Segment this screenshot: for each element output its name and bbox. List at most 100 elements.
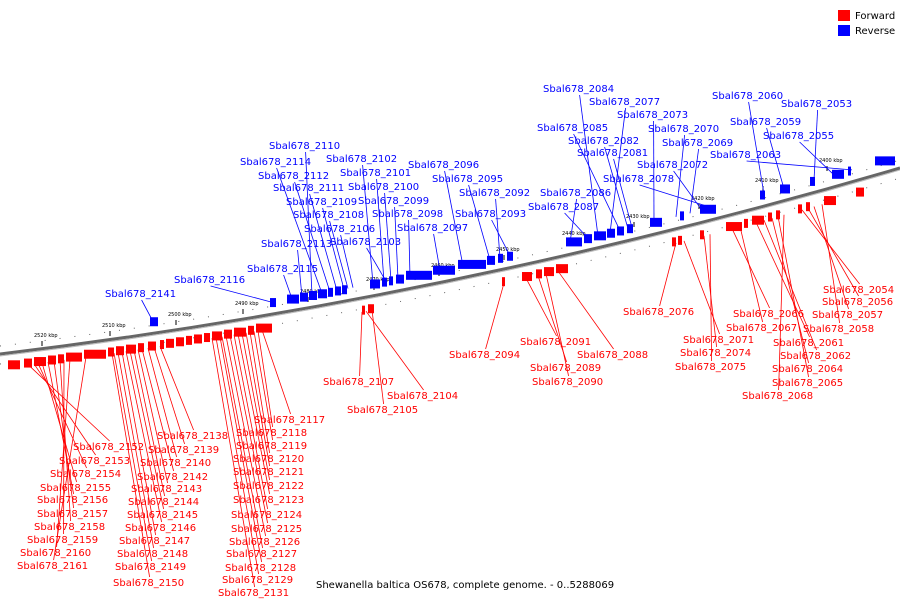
gene-block[interactable] — [256, 324, 272, 333]
gene-label[interactable]: Sbal678_2127 — [226, 549, 297, 560]
gene-label[interactable]: Sbal678_2053 — [781, 99, 852, 110]
gene-block[interactable] — [556, 264, 568, 273]
gene-label[interactable]: Sbal678_2066 — [733, 309, 804, 320]
gene-label[interactable]: Sbal678_2094 — [449, 350, 520, 361]
gene-label[interactable]: Sbal678_2113 — [261, 239, 332, 250]
gene-block[interactable] — [607, 229, 615, 238]
gene-label[interactable]: Sbal678_2112 — [258, 171, 329, 182]
gene-label[interactable]: Sbal678_2107 — [323, 377, 394, 388]
gene-block[interactable] — [536, 269, 542, 278]
gene-label[interactable]: Sbal678_2061 — [773, 338, 844, 349]
gene-label[interactable]: Sbal678_2147 — [119, 536, 190, 547]
gene-label[interactable]: Sbal678_2139 — [148, 445, 219, 456]
gene-label[interactable]: Sbal678_2065 — [772, 378, 843, 389]
gene-label[interactable]: Sbal678_2064 — [772, 364, 843, 375]
gene-label[interactable]: Sbal678_2060 — [712, 91, 783, 102]
gene-label[interactable]: Sbal678_2148 — [117, 549, 188, 560]
gene-block[interactable] — [396, 275, 404, 284]
gene-label[interactable]: Sbal678_2067 — [726, 323, 797, 334]
gene-block[interactable] — [584, 234, 592, 243]
gene-label[interactable]: Sbal678_2078 — [603, 174, 674, 185]
gene-block[interactable] — [832, 170, 844, 179]
gene-label[interactable]: Sbal678_2062 — [780, 351, 851, 362]
gene-block[interactable] — [58, 354, 64, 363]
gene-block[interactable] — [138, 343, 144, 352]
gene-label[interactable]: Sbal678_2073 — [617, 110, 688, 121]
gene-label[interactable]: Sbal678_2070 — [648, 124, 719, 135]
gene-block[interactable] — [752, 216, 764, 225]
gene-block[interactable] — [627, 224, 633, 233]
gene-label[interactable]: Sbal678_2082 — [568, 136, 639, 147]
gene-label[interactable]: Sbal678_2056 — [822, 297, 893, 308]
gene-block[interactable] — [406, 271, 432, 280]
gene-block[interactable] — [700, 230, 704, 239]
gene-label[interactable]: Sbal678_2157 — [37, 509, 108, 520]
gene-label[interactable]: Sbal678_2092 — [459, 188, 530, 199]
gene-label[interactable]: Sbal678_2108 — [293, 210, 364, 221]
gene-block[interactable] — [760, 191, 765, 200]
gene-block[interactable] — [776, 210, 780, 219]
gene-label[interactable]: Sbal678_2118 — [236, 428, 307, 439]
gene-label[interactable]: Sbal678_2124 — [231, 510, 302, 521]
gene-label[interactable]: Sbal678_2123 — [233, 495, 304, 506]
gene-label[interactable]: Sbal678_2138 — [157, 431, 228, 442]
gene-label[interactable]: Sbal678_2089 — [530, 363, 601, 374]
gene-label[interactable]: Sbal678_2160 — [20, 548, 91, 559]
gene-block[interactable] — [194, 334, 202, 343]
gene-label[interactable]: Sbal678_2125 — [231, 524, 302, 535]
gene-block[interactable] — [335, 286, 341, 295]
gene-label[interactable]: Sbal678_2091 — [520, 337, 591, 348]
gene-label[interactable]: Sbal678_2122 — [233, 481, 304, 492]
gene-block[interactable] — [160, 340, 164, 349]
gene-block[interactable] — [700, 205, 716, 214]
gene-label[interactable]: Sbal678_2074 — [680, 348, 751, 359]
gene-block[interactable] — [34, 357, 46, 366]
gene-block[interactable] — [342, 285, 347, 294]
gene-block[interactable] — [875, 156, 895, 165]
gene-label[interactable]: Sbal678_2111 — [273, 183, 344, 194]
gene-block[interactable] — [48, 355, 56, 364]
gene-label[interactable]: Sbal678_2143 — [131, 484, 202, 495]
gene-label[interactable]: Sbal678_2054 — [823, 285, 894, 296]
gene-label[interactable]: Sbal678_2126 — [229, 537, 300, 548]
gene-block[interactable] — [507, 252, 513, 261]
gene-block[interactable] — [522, 272, 532, 281]
gene-label[interactable]: Sbal678_2146 — [125, 523, 196, 534]
gene-label[interactable]: Sbal678_2106 — [304, 224, 375, 235]
gene-label[interactable]: Sbal678_2077 — [589, 97, 660, 108]
gene-label[interactable]: Sbal678_2096 — [408, 160, 479, 171]
gene-block[interactable] — [433, 266, 455, 275]
gene-label[interactable]: Sbal678_2144 — [128, 497, 199, 508]
gene-label[interactable]: Sbal678_2161 — [17, 561, 88, 572]
gene-label[interactable]: Sbal678_2103 — [330, 237, 401, 248]
gene-label[interactable]: Sbal678_2058 — [803, 324, 874, 335]
gene-block[interactable] — [780, 184, 790, 193]
gene-block[interactable] — [287, 295, 299, 304]
gene-label[interactable]: Sbal678_2098 — [372, 209, 443, 220]
gene-label[interactable]: Sbal678_2115 — [247, 264, 318, 275]
gene-block[interactable] — [176, 337, 184, 346]
gene-label[interactable]: Sbal678_2059 — [730, 117, 801, 128]
gene-block[interactable] — [617, 226, 624, 235]
gene-block[interactable] — [370, 279, 380, 288]
gene-block[interactable] — [309, 291, 317, 300]
gene-label[interactable]: Sbal678_2158 — [34, 522, 105, 533]
gene-label[interactable]: Sbal678_2097 — [397, 223, 468, 234]
gene-block[interactable] — [544, 267, 554, 276]
gene-label[interactable]: Sbal678_2093 — [455, 209, 526, 220]
gene-label[interactable]: Sbal678_2088 — [577, 350, 648, 361]
gene-block[interactable] — [806, 202, 810, 211]
gene-label[interactable]: Sbal678_2154 — [50, 469, 121, 480]
gene-block[interactable] — [84, 350, 106, 359]
gene-block[interactable] — [498, 254, 503, 263]
gene-block[interactable] — [744, 219, 748, 228]
gene-block[interactable] — [328, 288, 333, 297]
gene-block[interactable] — [566, 237, 582, 246]
gene-label[interactable]: Sbal678_2152 — [73, 442, 144, 453]
gene-block[interactable] — [382, 278, 387, 287]
gene-block[interactable] — [148, 342, 156, 351]
gene-block[interactable] — [204, 333, 210, 342]
gene-label[interactable]: Sbal678_2068 — [742, 391, 813, 402]
gene-label[interactable]: Sbal678_2095 — [432, 174, 503, 185]
gene-label[interactable]: Sbal678_2116 — [174, 275, 245, 286]
